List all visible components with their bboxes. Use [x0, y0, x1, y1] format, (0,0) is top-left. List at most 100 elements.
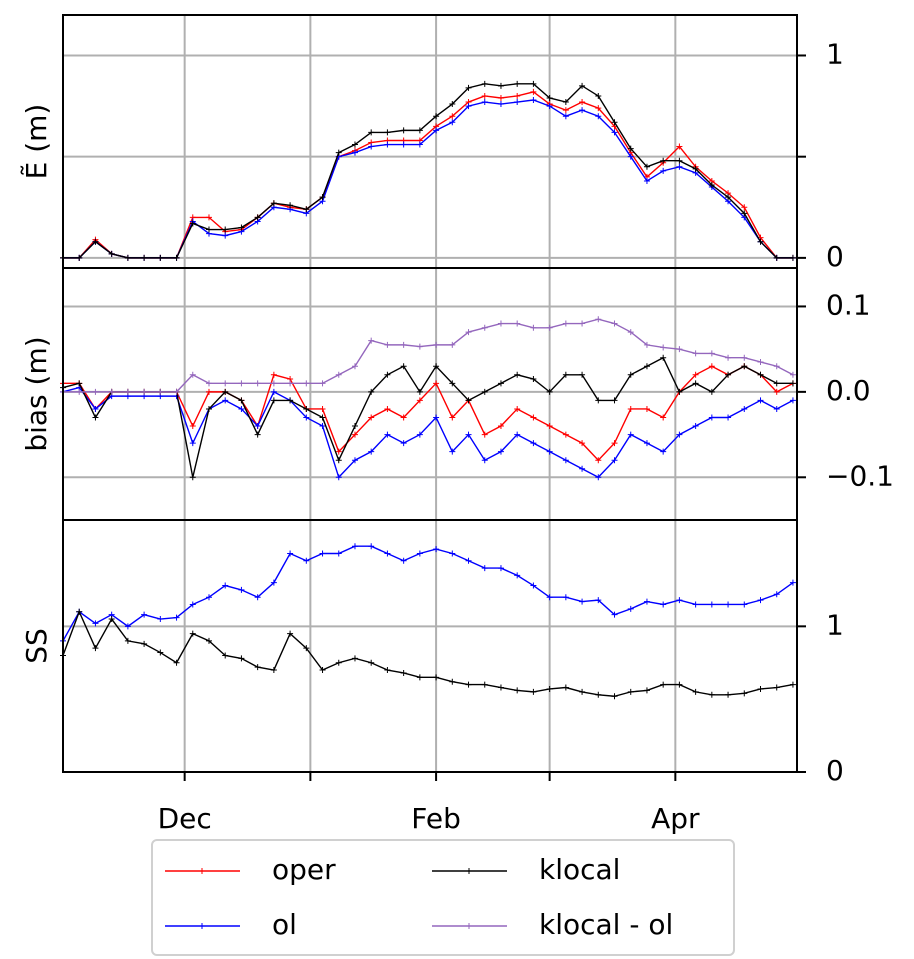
- marker: [611, 320, 618, 327]
- marker: [319, 405, 326, 412]
- marker: [643, 341, 650, 348]
- marker: [76, 388, 83, 395]
- marker: [773, 363, 780, 370]
- x-tick-label: Feb: [411, 802, 461, 835]
- marker: [579, 688, 586, 695]
- marker: [611, 397, 618, 404]
- marker: [287, 550, 294, 557]
- series-line: [62, 356, 793, 478]
- marker: [497, 101, 504, 108]
- marker: [254, 594, 261, 601]
- marker: [303, 414, 310, 421]
- marker: [238, 380, 245, 387]
- marker: [530, 582, 537, 589]
- marker: [708, 363, 715, 370]
- marker: [627, 329, 634, 336]
- marker: [546, 448, 553, 455]
- legend-marker: [199, 868, 205, 874]
- marker: [368, 337, 375, 344]
- marker: [433, 380, 440, 387]
- marker: [254, 214, 261, 221]
- marker: [595, 105, 602, 112]
- legend-marker: [466, 923, 472, 929]
- marker: [400, 557, 407, 564]
- marker: [76, 380, 83, 387]
- marker: [368, 448, 375, 455]
- y-tick-label: 0: [826, 240, 844, 273]
- marker: [741, 601, 748, 608]
- marker: [205, 637, 212, 644]
- marker: [205, 594, 212, 601]
- marker: [384, 141, 391, 148]
- marker: [384, 341, 391, 348]
- marker: [124, 254, 131, 261]
- marker: [660, 157, 667, 164]
- marker: [465, 557, 472, 564]
- marker: [141, 611, 148, 618]
- marker: [595, 457, 602, 464]
- marker: [497, 423, 504, 430]
- marker: [465, 397, 472, 404]
- marker: [725, 414, 732, 421]
- marker: [676, 431, 683, 438]
- marker: [789, 681, 796, 688]
- marker: [222, 380, 229, 387]
- marker: [270, 380, 277, 387]
- marker: [449, 550, 456, 557]
- marker: [449, 678, 456, 685]
- marker: [368, 414, 375, 421]
- marker: [465, 103, 472, 110]
- marker: [562, 107, 569, 114]
- marker: [562, 684, 569, 691]
- marker: [514, 431, 521, 438]
- marker: [481, 431, 488, 438]
- marker: [660, 681, 667, 688]
- marker: [660, 344, 667, 351]
- marker: [692, 601, 699, 608]
- marker: [351, 423, 358, 430]
- marker: [157, 388, 164, 395]
- marker: [481, 388, 488, 395]
- marker: [351, 363, 358, 370]
- marker: [222, 226, 229, 233]
- marker: [157, 254, 164, 261]
- marker: [676, 157, 683, 164]
- marker: [611, 457, 618, 464]
- marker: [173, 254, 180, 261]
- legend-marker: [466, 868, 472, 874]
- marker: [579, 107, 586, 114]
- marker: [303, 557, 310, 564]
- marker: [530, 97, 537, 104]
- marker: [270, 388, 277, 395]
- marker: [708, 691, 715, 698]
- marker: [643, 405, 650, 412]
- marker: [692, 380, 699, 387]
- marker: [530, 88, 537, 95]
- marker: [124, 623, 131, 630]
- marker: [433, 113, 440, 120]
- marker: [189, 423, 196, 430]
- marker: [497, 684, 504, 691]
- marker: [692, 688, 699, 695]
- marker: [725, 194, 732, 201]
- marker: [222, 397, 229, 404]
- marker: [773, 684, 780, 691]
- marker: [335, 149, 342, 156]
- marker: [335, 474, 342, 481]
- marker: [773, 405, 780, 412]
- marker: [400, 127, 407, 134]
- marker: [173, 659, 180, 666]
- marker: [579, 465, 586, 472]
- marker: [725, 371, 732, 378]
- marker: [465, 681, 472, 688]
- marker: [141, 254, 148, 261]
- marker: [530, 688, 537, 695]
- marker: [481, 99, 488, 106]
- marker: [433, 127, 440, 134]
- marker: [530, 324, 537, 331]
- marker: [725, 691, 732, 698]
- marker: [416, 388, 423, 395]
- marker: [287, 630, 294, 637]
- marker: [627, 431, 634, 438]
- marker: [92, 620, 99, 627]
